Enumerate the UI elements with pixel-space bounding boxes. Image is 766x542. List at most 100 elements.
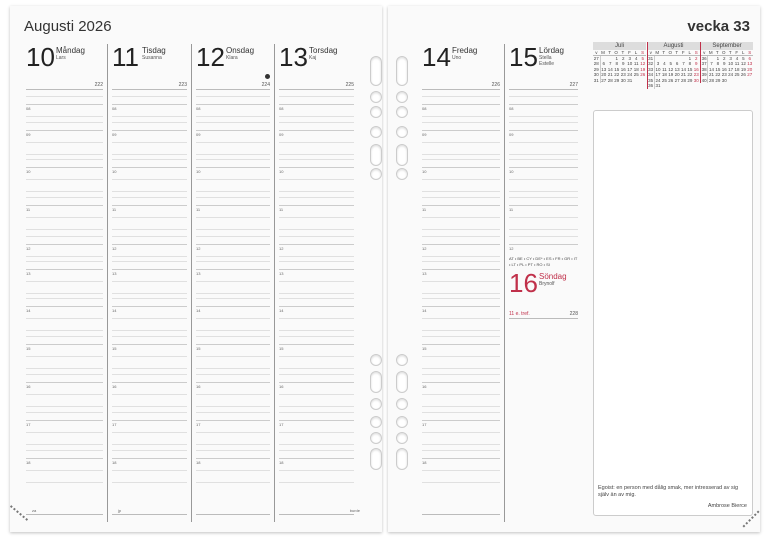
- calendar-day[interactable]: 11: [662, 66, 667, 72]
- calendar-day[interactable]: 18: [633, 66, 639, 72]
- calendar-day[interactable]: 1: [688, 55, 692, 61]
- calendar-day[interactable]: 10: [655, 66, 661, 72]
- calendar-day[interactable]: 24: [655, 77, 661, 83]
- calendar-day[interactable]: 5: [742, 55, 745, 61]
- calendar-day[interactable]: 16: [620, 66, 626, 72]
- calendar-day[interactable]: 28: [681, 77, 687, 83]
- calendar-day[interactable]: 18: [661, 72, 667, 77]
- calendar-day[interactable]: 29: [687, 77, 693, 83]
- calendar-day[interactable]: 8: [716, 61, 720, 66]
- calendar-day[interactable]: 7: [608, 61, 612, 66]
- calendar-day[interactable]: 31: [655, 83, 661, 88]
- calendar-day[interactable]: 3: [729, 55, 732, 61]
- calendar-day[interactable]: 30: [620, 77, 626, 83]
- calendar-day[interactable]: 3: [628, 55, 631, 61]
- calendar-day[interactable]: 2: [723, 55, 726, 61]
- calendar-day[interactable]: 13: [674, 66, 680, 72]
- calendar-day[interactable]: 2: [695, 55, 698, 61]
- calendar-day[interactable]: 25: [633, 72, 639, 77]
- calendar-day[interactable]: 20: [601, 72, 607, 77]
- calendar-day[interactable]: 1: [716, 55, 720, 61]
- calendar-day[interactable]: 13: [747, 61, 753, 66]
- calendar-day[interactable]: 4: [735, 55, 739, 61]
- calendar-day[interactable]: 26: [668, 77, 674, 83]
- calendar-day[interactable]: 29: [614, 77, 620, 83]
- calendar-day[interactable]: 19: [668, 72, 674, 77]
- calendar-day[interactable]: 8: [615, 61, 618, 66]
- calendar-day[interactable]: 6: [748, 55, 752, 61]
- calendar-day[interactable]: 4: [634, 55, 638, 61]
- calendar-day[interactable]: 5: [669, 61, 673, 66]
- calendar-day[interactable]: 27: [747, 72, 753, 77]
- calendar-day[interactable]: 6: [675, 61, 679, 66]
- calendar-day[interactable]: 23: [620, 72, 626, 77]
- calendar-day[interactable]: 23: [721, 72, 727, 77]
- calendar-day[interactable]: 22: [715, 72, 721, 77]
- calendar-day[interactable]: 7: [682, 61, 685, 66]
- day-column[interactable]: 10 Måndag Lars 222 08 09 10 11 12 13 14 15 16 17 18 za: [22, 44, 107, 522]
- calendar-day[interactable]: 10: [728, 61, 734, 66]
- calendar-day[interactable]: 6: [602, 61, 605, 66]
- calendar-day[interactable]: 27: [674, 77, 680, 83]
- calendar-day[interactable]: 21: [681, 72, 687, 77]
- calendar-day[interactable]: 29: [715, 77, 721, 83]
- calendar-day[interactable]: 23: [693, 72, 699, 77]
- calendar-day[interactable]: 24: [627, 72, 633, 77]
- calendar-day[interactable]: 16: [721, 66, 727, 72]
- calendar-day[interactable]: 22: [687, 72, 693, 77]
- calendar-day[interactable]: 25: [661, 77, 667, 83]
- calendar-day[interactable]: 11: [734, 61, 740, 66]
- day-column[interactable]: 14 Fredag Uno 226 08 09 10 11 12 13 14 15 16 17 18: [418, 44, 504, 522]
- calendar-day[interactable]: 21: [607, 72, 613, 77]
- calendar-day[interactable]: 17: [728, 66, 734, 72]
- calendar-day[interactable]: 5: [641, 55, 644, 61]
- calendar-day[interactable]: 2: [621, 55, 625, 61]
- calendar-day[interactable]: 14: [607, 66, 613, 72]
- calendar-day[interactable]: 20: [747, 66, 753, 72]
- calendar-day[interactable]: 8: [688, 61, 692, 66]
- day-column[interactable]: 15 Lördag Stella Estelle 227 08 09 10 11 12 AT • B…: [504, 44, 582, 522]
- calendar-day[interactable]: 28: [709, 77, 715, 83]
- calendar-day[interactable]: 21: [709, 72, 715, 77]
- day-column[interactable]: 12 Onsdag Klara 224 08 09 10 11 12 13 14 15 16 17 18: [191, 44, 274, 522]
- calendar-day[interactable]: 17: [627, 66, 633, 72]
- calendar-day[interactable]: 12: [740, 61, 746, 66]
- calendar-day[interactable]: 24: [728, 72, 734, 77]
- calendar-day[interactable]: 3: [656, 61, 660, 66]
- calendar-day[interactable]: 12: [668, 66, 674, 72]
- calendar-day[interactable]: 19: [740, 66, 746, 72]
- calendar-day[interactable]: 26: [640, 72, 646, 77]
- calendar-day[interactable]: 27: [601, 77, 607, 83]
- calendar-day[interactable]: 15: [687, 66, 693, 72]
- calendar-day[interactable]: 11: [633, 61, 639, 66]
- calendar-day[interactable]: 12: [640, 61, 646, 66]
- calendar-day[interactable]: 14: [681, 66, 687, 72]
- day-column[interactable]: 11 Tisdag Susanna 223 08 09 10 11 12 13 14 15 16 17 18…: [107, 44, 191, 522]
- calendar-day[interactable]: 18: [734, 66, 740, 72]
- calendar-day[interactable]: 14: [709, 66, 715, 72]
- calendar-day[interactable]: 30: [721, 77, 727, 83]
- calendar-day[interactable]: [640, 78, 647, 84]
- calendar-day[interactable]: 1: [615, 55, 618, 61]
- calendar-day[interactable]: 9: [621, 61, 625, 66]
- calendar-day[interactable]: 26: [740, 72, 746, 77]
- calendar-day[interactable]: 30: [693, 77, 699, 83]
- calendar-day[interactable]: 7: [710, 61, 713, 66]
- calendar-day[interactable]: 16: [693, 66, 699, 72]
- calendar-day[interactable]: 19: [640, 66, 646, 72]
- calendar-day[interactable]: 13: [601, 66, 607, 72]
- calendar-day[interactable]: 22: [614, 72, 620, 77]
- calendar-day[interactable]: [747, 78, 753, 84]
- notes-box[interactable]: Egoist: en person med dålig smak, mer in…: [593, 110, 753, 516]
- calendar-day[interactable]: 15: [715, 66, 721, 72]
- calendar-day[interactable]: 31: [627, 77, 633, 83]
- calendar-day[interactable]: [693, 83, 699, 89]
- day-column[interactable]: 13 Torsdag Kaj 225 08 09 10 11 12 13 14 15 16 17 18 bur…: [274, 44, 360, 522]
- calendar-day[interactable]: 9: [723, 61, 726, 66]
- calendar-day[interactable]: 9: [695, 61, 698, 66]
- calendar-day[interactable]: 15: [614, 66, 620, 72]
- calendar-day[interactable]: 4: [663, 61, 666, 66]
- calendar-day[interactable]: 10: [627, 61, 633, 66]
- calendar-day[interactable]: 20: [674, 72, 680, 77]
- calendar-day[interactable]: 25: [734, 72, 740, 77]
